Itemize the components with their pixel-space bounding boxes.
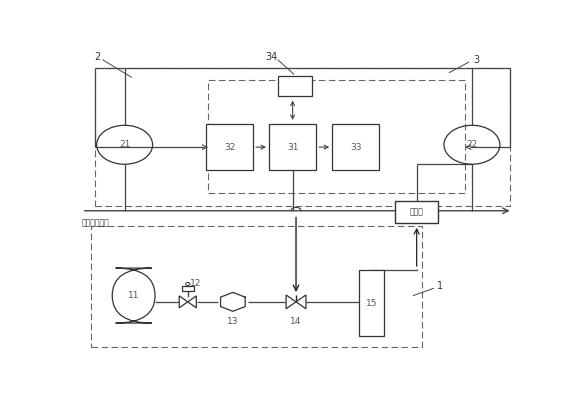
Text: 1: 1 xyxy=(437,281,443,291)
Polygon shape xyxy=(179,296,188,308)
Text: 3: 3 xyxy=(473,55,480,65)
Polygon shape xyxy=(188,296,196,308)
Polygon shape xyxy=(286,295,296,309)
Bar xyxy=(359,271,384,337)
Bar xyxy=(182,286,194,291)
Text: 33: 33 xyxy=(350,143,361,152)
Text: 12: 12 xyxy=(190,279,201,288)
Text: 11: 11 xyxy=(128,291,140,300)
Bar xyxy=(332,124,379,170)
Text: 沉淀池: 沉淀池 xyxy=(410,208,424,217)
Bar xyxy=(278,75,312,96)
Text: 34: 34 xyxy=(265,52,278,62)
Text: 32: 32 xyxy=(224,143,235,152)
Text: 21: 21 xyxy=(119,140,130,149)
Text: 15: 15 xyxy=(366,299,377,308)
Text: 13: 13 xyxy=(227,317,239,326)
Bar xyxy=(395,201,438,223)
Bar xyxy=(206,124,253,170)
FancyBboxPatch shape xyxy=(112,268,155,323)
Bar xyxy=(269,124,317,170)
Text: 2: 2 xyxy=(94,52,101,62)
Text: 22: 22 xyxy=(466,140,478,149)
Text: 14: 14 xyxy=(290,317,301,326)
Polygon shape xyxy=(296,295,306,309)
Text: 进厂原水管道: 进厂原水管道 xyxy=(81,219,109,228)
Text: 31: 31 xyxy=(287,143,299,152)
